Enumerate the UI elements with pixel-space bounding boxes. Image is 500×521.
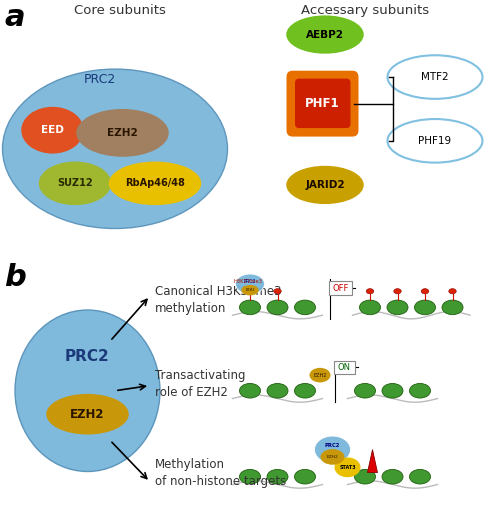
Ellipse shape (109, 162, 201, 205)
Text: Core subunits: Core subunits (74, 4, 166, 17)
Text: JARID2: JARID2 (305, 180, 345, 190)
Ellipse shape (21, 107, 84, 154)
Text: b: b (4, 263, 26, 292)
Ellipse shape (76, 109, 169, 157)
Ellipse shape (240, 469, 260, 484)
Ellipse shape (2, 69, 228, 229)
Text: PRC2: PRC2 (325, 443, 340, 448)
Text: Transactivating
role of EZH2: Transactivating role of EZH2 (155, 369, 246, 400)
FancyBboxPatch shape (295, 79, 350, 128)
Text: EZH2: EZH2 (70, 408, 105, 420)
Text: Methylation
of non-histone targets: Methylation of non-histone targets (155, 458, 286, 488)
Ellipse shape (410, 383, 430, 398)
Ellipse shape (294, 383, 316, 398)
Ellipse shape (267, 300, 288, 315)
Ellipse shape (294, 300, 316, 315)
Ellipse shape (388, 119, 482, 163)
Text: RbAp46/48: RbAp46/48 (125, 178, 185, 188)
Ellipse shape (240, 383, 260, 398)
Ellipse shape (246, 289, 254, 294)
Text: OFF: OFF (332, 283, 348, 293)
Ellipse shape (310, 368, 330, 382)
Ellipse shape (334, 457, 360, 477)
Ellipse shape (410, 469, 430, 484)
Text: ON: ON (338, 363, 351, 372)
Ellipse shape (360, 300, 380, 315)
Text: EZH2: EZH2 (107, 128, 138, 138)
Ellipse shape (387, 300, 408, 315)
Text: EED: EED (41, 125, 64, 135)
Ellipse shape (46, 394, 129, 435)
Ellipse shape (442, 300, 463, 315)
Text: SUZ12: SUZ12 (57, 178, 93, 188)
Text: MTF2: MTF2 (421, 72, 449, 82)
Ellipse shape (449, 289, 456, 294)
Ellipse shape (388, 55, 482, 99)
FancyBboxPatch shape (329, 281, 352, 295)
Ellipse shape (236, 274, 264, 294)
Text: PRC2: PRC2 (65, 350, 110, 364)
Text: PRC2: PRC2 (84, 73, 116, 86)
Ellipse shape (286, 16, 364, 54)
Ellipse shape (366, 289, 374, 294)
Ellipse shape (382, 383, 403, 398)
Ellipse shape (421, 289, 429, 294)
Ellipse shape (414, 300, 436, 315)
Polygon shape (368, 450, 378, 473)
Ellipse shape (267, 383, 288, 398)
Text: EZH2: EZH2 (245, 288, 255, 292)
Text: STAT3: STAT3 (339, 465, 356, 470)
Ellipse shape (320, 449, 344, 465)
Text: PHF1: PHF1 (305, 97, 340, 110)
Text: Canonical H3K37me3
methylation: Canonical H3K37me3 methylation (155, 284, 282, 315)
Ellipse shape (240, 300, 260, 315)
Ellipse shape (274, 289, 281, 294)
Ellipse shape (286, 166, 364, 204)
Ellipse shape (15, 310, 160, 472)
Ellipse shape (382, 469, 403, 484)
Ellipse shape (314, 436, 350, 463)
Ellipse shape (354, 469, 376, 484)
Ellipse shape (394, 289, 401, 294)
Text: Accessary subunits: Accessary subunits (301, 4, 429, 17)
Text: PRC2: PRC2 (244, 279, 256, 284)
Text: EZH2: EZH2 (314, 373, 326, 378)
Ellipse shape (294, 469, 316, 484)
Ellipse shape (267, 469, 288, 484)
Text: a: a (4, 3, 24, 32)
Text: H3K27me3: H3K27me3 (233, 279, 262, 284)
Ellipse shape (39, 162, 111, 205)
FancyBboxPatch shape (286, 71, 358, 137)
Text: AEBP2: AEBP2 (306, 30, 344, 40)
Text: PHF19: PHF19 (418, 136, 452, 146)
Ellipse shape (354, 383, 376, 398)
Ellipse shape (241, 285, 259, 295)
FancyBboxPatch shape (334, 361, 355, 374)
Text: EZH2: EZH2 (326, 455, 338, 459)
